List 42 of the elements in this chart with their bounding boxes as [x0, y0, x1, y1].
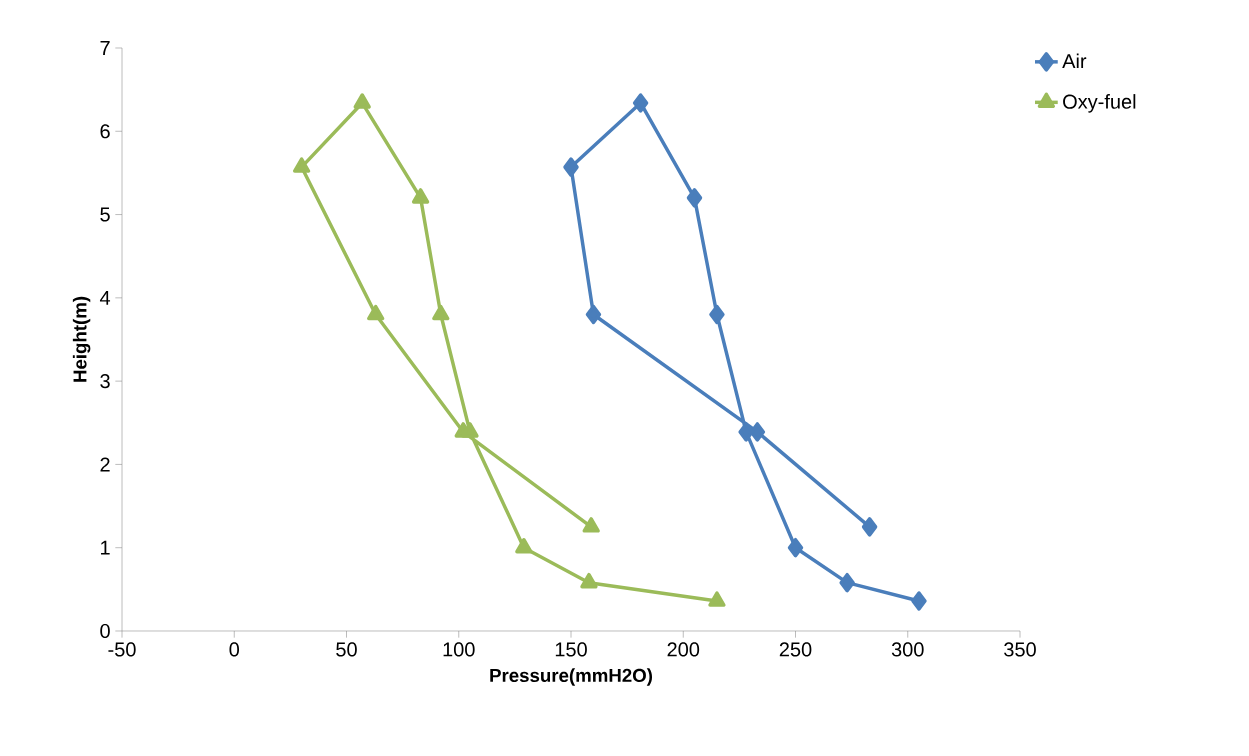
- point: [708, 591, 726, 607]
- x-tick-label: 300: [891, 642, 924, 657]
- point: [911, 591, 927, 611]
- x-tick-label: 100: [443, 642, 475, 657]
- point: [582, 517, 600, 533]
- point: [353, 93, 371, 109]
- y-tick-label: 5: [100, 207, 110, 222]
- point: [292, 157, 311, 173]
- point: [839, 572, 855, 593]
- y-tick-label: 1: [101, 540, 110, 555]
- point: [787, 537, 804, 558]
- x-tick-label: -50: [108, 642, 136, 657]
- point: [632, 93, 649, 113]
- point: [861, 517, 878, 537]
- y-tick-label: 4: [99, 290, 111, 305]
- point: [686, 188, 703, 208]
- point: [367, 304, 385, 321]
- x-tick-label: 250: [779, 642, 812, 657]
- point: [563, 157, 579, 177]
- y-tick-label: 6: [100, 124, 110, 139]
- x-tick-label: 50: [336, 642, 357, 657]
- point: [585, 304, 602, 325]
- point: [580, 572, 598, 589]
- legend-label: Oxy-fuel: [1063, 94, 1136, 113]
- y-tick-label: 0: [100, 623, 110, 639]
- y-axis-title: Height(m): [72, 296, 91, 382]
- y-tick-label: 7: [100, 41, 110, 55]
- x-axis-title: Pressure(mmH2O): [490, 668, 653, 686]
- x-tick-label: 0: [229, 642, 240, 657]
- y-tick-label: 2: [100, 457, 110, 472]
- point: [749, 422, 766, 442]
- y-tick-label: 3: [100, 374, 110, 389]
- x-tick-label: 150: [555, 642, 587, 657]
- point: [738, 422, 754, 442]
- point: [709, 304, 725, 325]
- x-tick-label: 350: [1004, 642, 1036, 657]
- legend-label: Air: [1062, 53, 1087, 69]
- point: [411, 188, 430, 204]
- point: [461, 422, 479, 438]
- point: [432, 304, 450, 321]
- point: [515, 537, 533, 554]
- x-tick-label: 200: [667, 642, 700, 657]
